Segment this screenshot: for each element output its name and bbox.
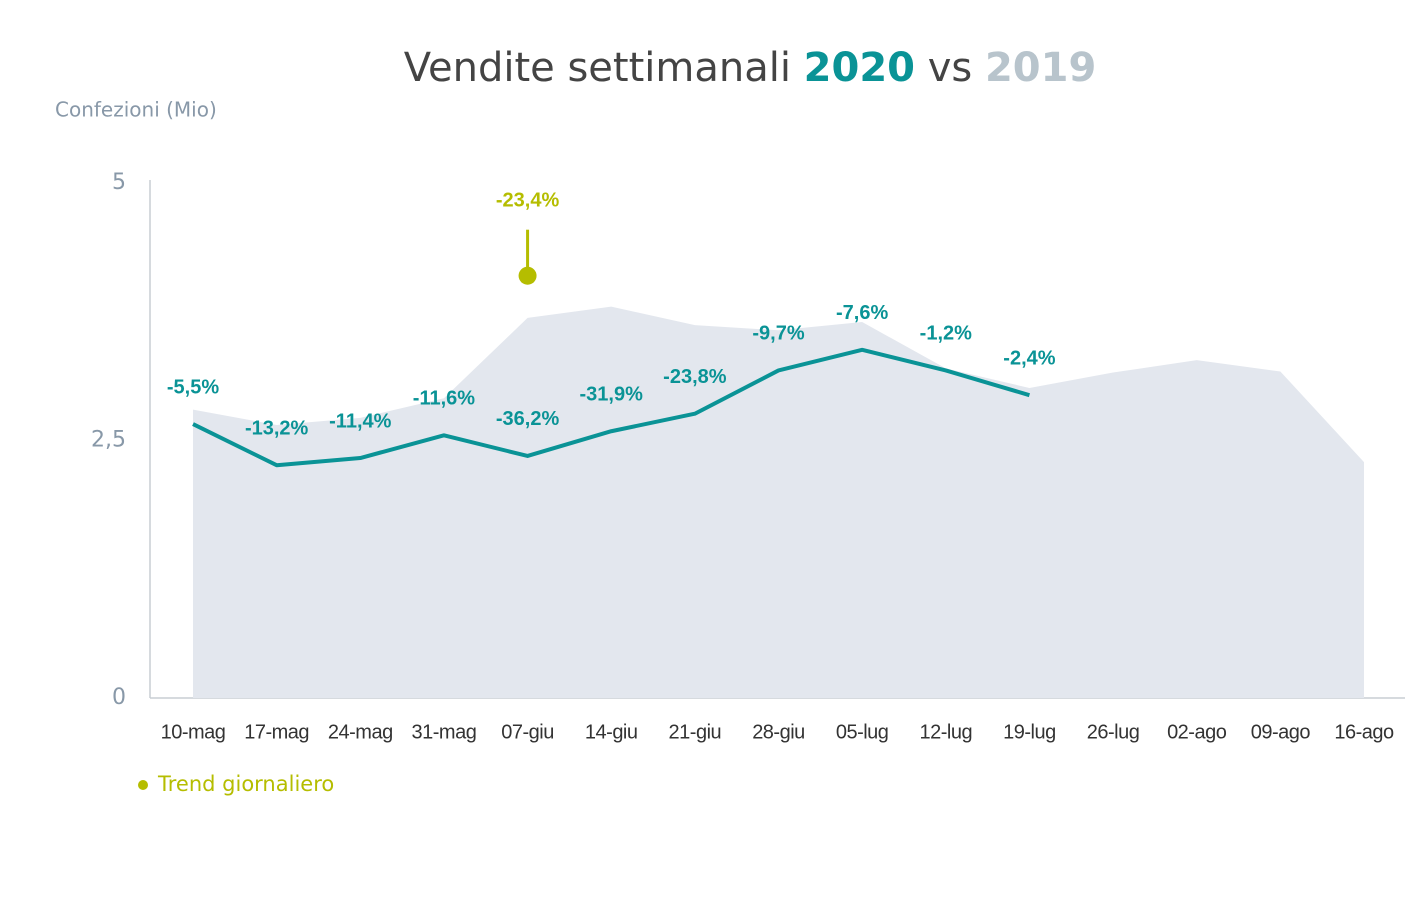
y-tick-label: 5 — [112, 170, 126, 195]
x-tick-label: 12-lug — [919, 721, 972, 743]
x-tick-label: 28-giu — [752, 721, 805, 743]
title-connector: vs — [928, 45, 973, 91]
x-tick-label: 02-ago — [1167, 721, 1227, 743]
x-tick-label: 09-ago — [1251, 721, 1311, 743]
data-label: -9,7% — [752, 323, 804, 345]
data-label: -13,2% — [245, 418, 309, 440]
x-tick-label: 19-lug — [1003, 721, 1056, 743]
x-tick-label: 21-giu — [669, 721, 722, 743]
title-series: 2020 — [804, 45, 915, 91]
x-tick-label: 31-mag — [412, 721, 477, 743]
data-label: -36,2% — [496, 408, 560, 430]
x-tick-label: 24-mag — [328, 721, 393, 743]
x-tick-label: 14-giu — [585, 721, 638, 743]
title-series: 2019 — [985, 45, 1096, 91]
legend-marker — [138, 780, 148, 790]
trend-label: -23,4% — [496, 189, 560, 211]
legend-label: Trend giornaliero — [157, 772, 334, 796]
x-tick-label: 10-mag — [161, 721, 226, 743]
data-label: -2,4% — [1003, 347, 1055, 369]
chart-title: Vendite settimanali 2020 vs 2019 — [404, 45, 1097, 91]
x-tick-label: 16-ago — [1334, 721, 1394, 743]
data-label: -1,2% — [920, 323, 972, 345]
x-tick-label: 17-mag — [244, 721, 309, 743]
data-label: -5,5% — [167, 376, 219, 398]
trend-point — [518, 266, 537, 285]
line-2020 — [192, 347, 1030, 468]
y-tick-label: 0 — [112, 685, 126, 710]
area-2019 — [193, 306, 1364, 698]
data-label: -31,9% — [580, 384, 644, 406]
title-text: Vendite settimanali — [404, 45, 791, 91]
x-tick-label: 05-lug — [836, 721, 889, 743]
data-label: -7,6% — [836, 302, 888, 324]
data-label: -11,6% — [413, 388, 475, 410]
data-label: -11,4% — [329, 410, 391, 432]
y-tick-label: 2,5 — [91, 428, 126, 453]
y-axis-label: Confezioni (Mio) — [55, 98, 217, 122]
x-tick-label: 26-lug — [1087, 721, 1140, 743]
data-label: -23,8% — [663, 366, 727, 388]
x-tick-label: 07-giu — [501, 721, 554, 743]
